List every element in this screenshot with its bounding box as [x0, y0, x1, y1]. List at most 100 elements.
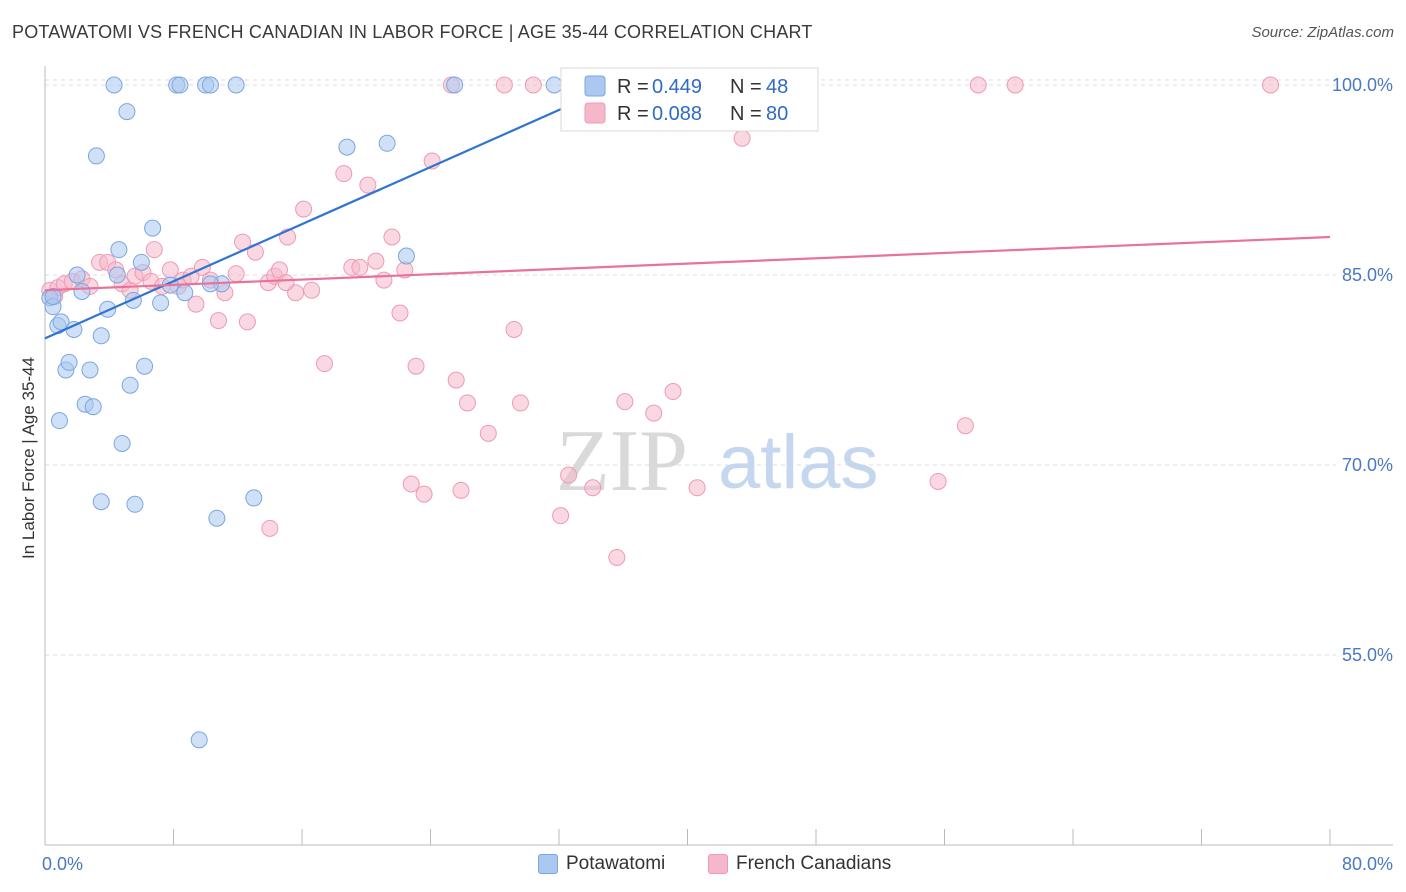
point-potawatomi: [144, 219, 162, 237]
point-french-canadians: [969, 76, 987, 94]
chart-title: POTAWATOMI VS FRENCH CANADIAN IN LABOR F…: [12, 22, 813, 42]
point-potawatomi: [338, 138, 356, 156]
point-potawatomi: [378, 134, 396, 152]
x-tick-label: 80.0%: [1342, 854, 1393, 874]
watermark-atlas: atlas: [718, 420, 879, 505]
data-points: [41, 76, 1280, 749]
point-french-canadians: [161, 261, 179, 279]
point-french-canadians: [402, 475, 420, 493]
bottom-legend-french-canadians: French Canadians: [708, 851, 891, 877]
point-french-canadians: [383, 228, 401, 246]
point-french-canadians: [391, 304, 409, 322]
legend-r-value-french-canadians: 0.088: [652, 103, 702, 125]
trend-lines: [44, 83, 1331, 340]
point-french-canadians: [367, 252, 385, 270]
point-french-canadians: [335, 165, 353, 183]
point-potawatomi: [397, 247, 415, 265]
point-french-canadians: [688, 479, 706, 497]
point-french-canadians: [407, 357, 425, 375]
legend-r-label-potawatomi: R =: [617, 76, 649, 98]
point-french-canadians: [616, 393, 634, 411]
point-french-canadians: [511, 394, 529, 412]
y-tick-labels: 55.0% 70.0% 85.0% 100.0%: [1332, 75, 1393, 665]
legend-n-value-french-canadians: 80: [766, 103, 788, 125]
bottom-legend-swatch-french-canadians: [708, 854, 728, 874]
point-french-canadians: [375, 271, 393, 289]
point-potawatomi: [52, 313, 70, 331]
point-french-canadians: [145, 241, 163, 259]
chart-source: Source: ZipAtlas.com: [1251, 24, 1394, 41]
point-french-canadians: [209, 312, 227, 330]
legend-n-label-french-canadians: N =: [730, 103, 762, 125]
point-french-canadians: [351, 258, 369, 276]
watermark-zip: ZIP: [556, 413, 688, 510]
y-tick-label: 100.0%: [1332, 75, 1393, 95]
point-potawatomi: [171, 76, 189, 94]
point-french-canadians: [303, 281, 321, 299]
point-french-canadians: [495, 76, 513, 94]
legend-r-label-french-canadians: R =: [617, 103, 649, 125]
point-french-canadians: [505, 320, 523, 338]
point-french-canadians: [359, 176, 377, 194]
point-french-canadians: [645, 404, 663, 422]
legend-r-value-potawatomi: 0.449: [652, 76, 702, 98]
point-french-canadians: [458, 394, 476, 412]
point-french-canadians: [452, 481, 470, 499]
point-potawatomi: [208, 509, 226, 527]
legend-swatch-potawatomi: [584, 75, 606, 97]
point-potawatomi: [92, 493, 110, 511]
trendline-french-canadians: [44, 235, 1331, 292]
point-potawatomi: [121, 376, 139, 394]
point-french-canadians: [295, 200, 313, 218]
point-potawatomi: [105, 76, 123, 94]
point-french-canadians: [238, 313, 256, 331]
point-french-canadians: [664, 383, 682, 401]
point-french-canadians: [1006, 76, 1024, 94]
point-french-canadians: [929, 472, 947, 490]
point-potawatomi: [68, 266, 86, 284]
bottom-legend-swatch-potawatomi: [538, 854, 558, 874]
point-potawatomi: [126, 495, 144, 513]
bottom-legend-potawatomi: Potawatomi: [538, 851, 665, 877]
axes: [44, 66, 1393, 846]
point-potawatomi: [50, 412, 68, 430]
point-potawatomi: [110, 241, 128, 259]
legend-n-label-potawatomi: N =: [730, 76, 762, 98]
point-potawatomi: [124, 291, 142, 309]
point-french-canadians: [733, 129, 751, 147]
point-potawatomi: [84, 398, 102, 416]
x-tick-label: 0.0%: [42, 854, 83, 874]
point-potawatomi: [60, 353, 78, 371]
point-french-canadians: [187, 295, 205, 313]
x-tick-labels: 0.0% 80.0%: [42, 854, 1393, 874]
point-french-canadians: [415, 485, 433, 503]
point-potawatomi: [245, 489, 263, 507]
y-tick-label: 85.0%: [1342, 265, 1393, 285]
point-french-canadians: [447, 371, 465, 389]
point-potawatomi: [92, 327, 110, 345]
point-french-canadians: [560, 466, 578, 484]
legend-n-value-potawatomi: 48: [766, 76, 788, 98]
watermark: ZIP atlas: [556, 413, 879, 510]
point-potawatomi: [136, 357, 154, 375]
point-french-canadians: [1262, 76, 1280, 94]
point-french-canadians: [524, 76, 542, 94]
point-potawatomi: [44, 288, 62, 306]
point-potawatomi: [73, 282, 91, 300]
point-french-canadians: [277, 274, 295, 292]
bottom-legend-label-french-canadians: French Canadians: [736, 853, 892, 874]
point-potawatomi: [446, 76, 464, 94]
point-potawatomi: [87, 147, 105, 165]
point-french-canadians: [608, 548, 626, 566]
gridlines: [45, 79, 1336, 656]
y-tick-label: 55.0%: [1342, 645, 1393, 665]
point-french-canadians: [956, 417, 974, 435]
point-potawatomi: [190, 731, 208, 749]
legend: R = 0.449 N = 48 R = 0.088 N = 80: [560, 67, 819, 132]
point-potawatomi: [152, 294, 170, 312]
point-potawatomi: [81, 361, 99, 379]
point-potawatomi: [227, 76, 245, 94]
point-french-canadians: [552, 507, 570, 525]
point-french-canadians: [227, 265, 245, 283]
